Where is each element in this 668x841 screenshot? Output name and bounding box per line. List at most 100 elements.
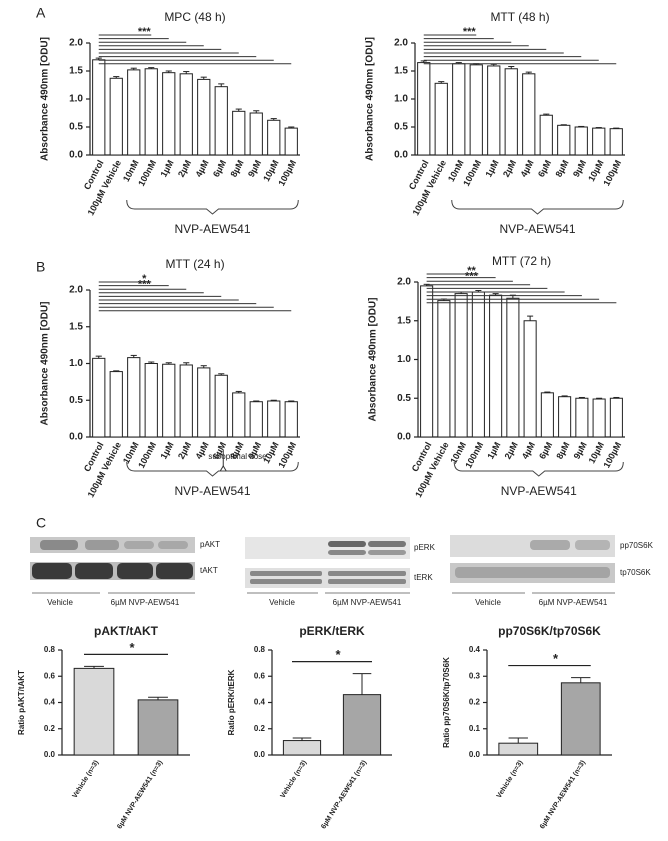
x-tick-label: 6µM xyxy=(537,440,554,460)
error-bar xyxy=(183,362,190,365)
y-axis-label: Ratio pERK/tERK xyxy=(227,669,236,735)
error-bar xyxy=(148,696,168,700)
blot-row-label: tp70S6K xyxy=(620,568,651,577)
x-tick-label: 6µM NVP-AEW541 (n=3) xyxy=(116,759,164,830)
y-tick-label: 1.0 xyxy=(69,358,83,369)
x-tick-label: 4µM xyxy=(520,440,537,460)
panel-label: C xyxy=(36,515,46,531)
bar xyxy=(282,740,322,756)
error-bar xyxy=(420,60,427,63)
chart-title: pAKT/tAKT xyxy=(94,624,159,638)
y-tick-label: 0.8 xyxy=(254,645,266,654)
y-tick-label: 1.5 xyxy=(397,315,411,326)
significance: *** xyxy=(465,270,479,282)
error-bar xyxy=(95,57,102,60)
x-tick-label: 9µM xyxy=(246,158,263,178)
blot-group-label: 6µM NVP-AEW541 xyxy=(333,598,402,607)
bar xyxy=(214,86,228,156)
y-tick-label: 1.0 xyxy=(397,354,411,365)
bar xyxy=(232,392,246,438)
blot-group-label: Vehicle xyxy=(269,598,295,607)
y-tick-label: 0.0 xyxy=(69,150,83,161)
bar xyxy=(498,742,539,756)
x-tick-label: 9µM xyxy=(572,440,589,460)
significance: * xyxy=(335,647,341,662)
chart-title: pp70S6K/tp70S6K xyxy=(498,624,601,638)
y-tick-label: 0.4 xyxy=(44,698,56,707)
chart-title: MTT (24 h) xyxy=(165,257,224,271)
bar xyxy=(267,119,281,156)
error-bar xyxy=(561,395,568,397)
bar xyxy=(522,73,536,156)
y-tick-label: 0.0 xyxy=(254,750,266,759)
y-tick-label: 1.5 xyxy=(394,66,408,77)
bar xyxy=(267,400,281,438)
x-tick-label: Vehicle (n=3) xyxy=(280,759,309,799)
error-bar xyxy=(235,390,242,393)
y-tick-label: 2.0 xyxy=(397,277,411,288)
y-tick-label: 2.0 xyxy=(69,38,83,49)
bar xyxy=(489,294,503,438)
bar xyxy=(109,77,123,156)
x-tick-label: 1µM xyxy=(158,158,175,178)
bar xyxy=(197,367,211,438)
error-bar xyxy=(253,400,260,402)
x-tick-label: 8µM xyxy=(554,440,571,460)
bar xyxy=(232,110,246,156)
bar xyxy=(73,667,115,756)
bar xyxy=(127,357,141,438)
bar xyxy=(454,293,468,438)
y-tick-label: 0.8 xyxy=(44,645,56,654)
error-bar xyxy=(508,737,528,744)
bar xyxy=(127,69,141,156)
error-bar xyxy=(165,70,172,73)
bar xyxy=(558,396,572,438)
bar xyxy=(487,65,501,156)
group-bracket xyxy=(126,461,299,477)
bar xyxy=(109,371,123,438)
bar xyxy=(92,59,106,156)
blot-group-label: Vehicle xyxy=(475,598,501,607)
bar xyxy=(284,127,298,156)
bar xyxy=(249,112,263,156)
significance: * xyxy=(553,651,559,666)
error-bar xyxy=(527,315,534,321)
y-tick-label: 0.2 xyxy=(254,724,266,733)
blot-row-label: tAKT xyxy=(200,566,218,575)
blot-group-label: 6µM NVP-AEW541 xyxy=(111,598,180,607)
bar xyxy=(342,694,382,756)
group-label: NVP-AEW541 xyxy=(499,222,575,236)
blot-row-label: pAKT xyxy=(200,540,220,549)
error-bar xyxy=(200,365,207,368)
error-bar xyxy=(596,397,603,400)
bar xyxy=(609,128,623,156)
bar xyxy=(197,78,211,156)
error-bar xyxy=(253,110,260,113)
error-bar xyxy=(525,71,532,74)
bar xyxy=(162,72,176,156)
bar xyxy=(560,682,601,756)
error-bar xyxy=(148,361,155,364)
bar xyxy=(417,62,431,156)
y-tick-label: 0.5 xyxy=(69,395,83,406)
x-tick-label: 2µM xyxy=(501,158,518,178)
group-label: NVP-AEW541 xyxy=(501,484,577,498)
error-bar xyxy=(84,665,104,669)
error-bar xyxy=(183,71,190,74)
x-tick-label: 2µM xyxy=(503,440,520,460)
bar xyxy=(575,397,589,438)
error-bar xyxy=(508,66,515,69)
error-bar xyxy=(235,108,242,112)
error-bar xyxy=(288,126,295,129)
x-tick-label: 2µM xyxy=(176,440,193,460)
y-tick-label: 0.5 xyxy=(394,122,408,133)
y-axis-label: Ratio pp70S6K/tp70S6K xyxy=(442,657,451,748)
panel-label: A xyxy=(36,5,46,21)
y-tick-label: 0.4 xyxy=(469,645,481,654)
x-tick-label: 6µM xyxy=(211,158,228,178)
error-bar xyxy=(492,293,499,296)
group-bracket xyxy=(451,199,624,215)
error-bar xyxy=(544,391,551,393)
x-tick-label: 8µM xyxy=(553,158,570,178)
x-tick-label: 1µM xyxy=(158,440,175,460)
